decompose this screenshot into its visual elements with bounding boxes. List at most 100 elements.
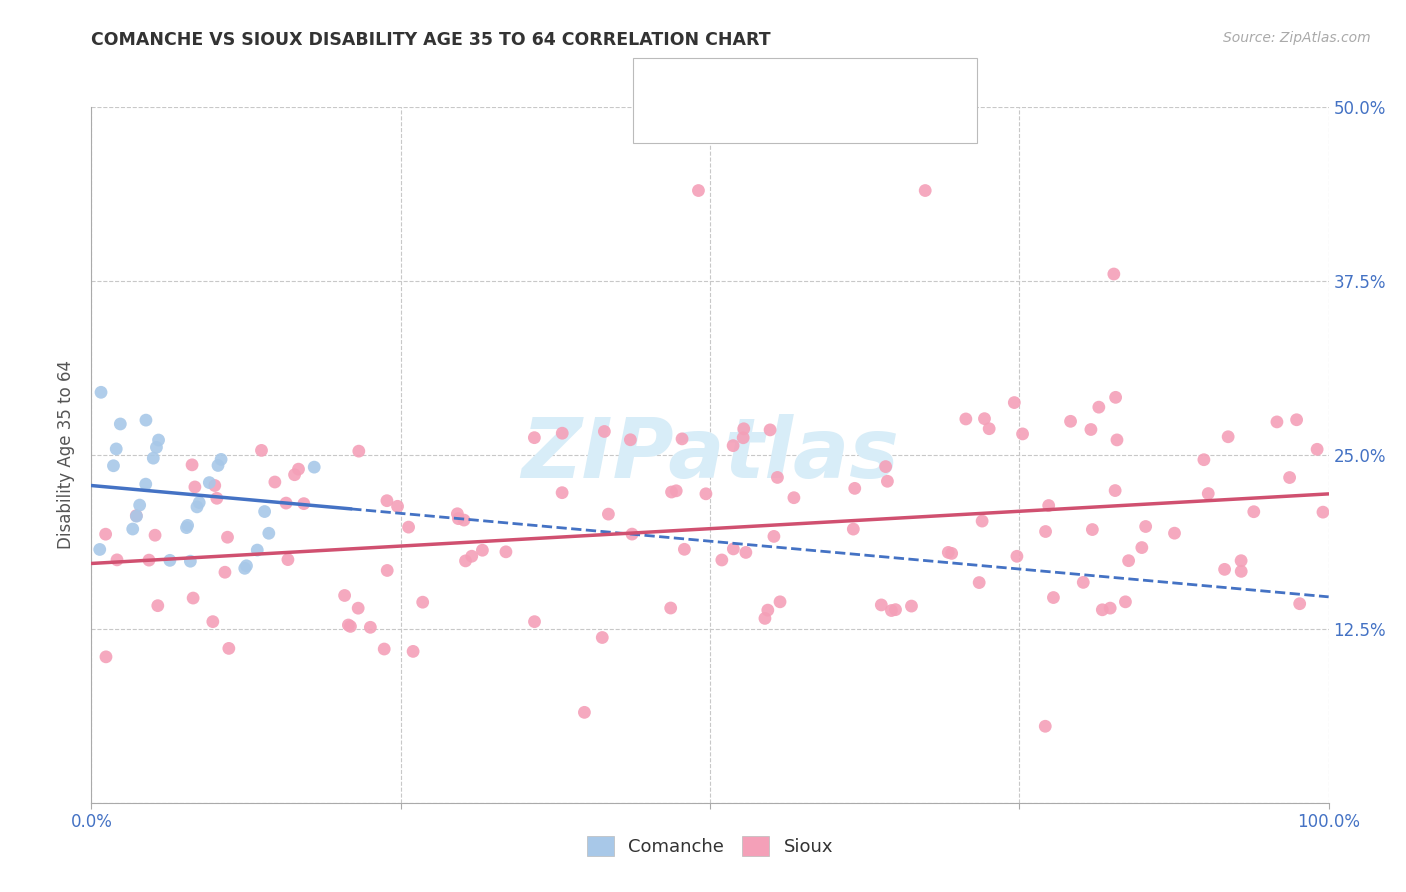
Point	[207, 458, 229, 473]
Point	[201, 615, 224, 629]
Point	[876, 475, 898, 489]
Point	[721, 439, 744, 453]
Point	[347, 444, 370, 458]
Point	[551, 485, 574, 500]
Point	[1081, 523, 1104, 537]
Point	[1104, 390, 1126, 404]
Text: 28: 28	[872, 78, 896, 97]
Point	[105, 442, 128, 456]
Point	[125, 509, 148, 524]
Point	[1091, 603, 1114, 617]
Point	[146, 599, 169, 613]
Text: 0.182: 0.182	[745, 109, 804, 128]
Point	[347, 601, 370, 615]
Point	[110, 417, 132, 431]
Point	[979, 422, 1001, 436]
Point	[179, 554, 201, 568]
Point	[176, 520, 198, 534]
Point	[665, 483, 688, 498]
Point	[184, 480, 207, 494]
Point	[723, 541, 745, 556]
Point	[574, 706, 596, 720]
Text: 125: 125	[872, 109, 907, 128]
Point	[844, 481, 866, 495]
Point	[591, 631, 613, 645]
Point	[373, 642, 395, 657]
Text: COMANCHE VS SIOUX DISABILITY AGE 35 TO 64 CORRELATION CHART: COMANCHE VS SIOUX DISABILITY AGE 35 TO 6…	[91, 31, 770, 49]
Point	[1104, 483, 1126, 498]
Point	[1080, 423, 1102, 437]
Point	[766, 470, 789, 484]
Point	[412, 595, 434, 609]
Point	[105, 553, 128, 567]
Point	[1306, 442, 1329, 457]
Point	[1197, 486, 1219, 500]
Text: -0.121: -0.121	[745, 78, 815, 97]
Point	[94, 649, 117, 664]
Point	[135, 413, 157, 427]
Point	[176, 518, 198, 533]
Text: N =: N =	[834, 78, 869, 97]
Point	[1042, 591, 1064, 605]
Point	[214, 566, 236, 580]
Point	[495, 545, 517, 559]
Point	[263, 475, 285, 489]
Point	[842, 522, 865, 536]
Point	[333, 589, 356, 603]
Point	[209, 452, 232, 467]
Point	[218, 641, 240, 656]
Point	[695, 487, 717, 501]
Point	[1243, 505, 1265, 519]
Point	[884, 602, 907, 616]
Point	[870, 598, 893, 612]
Point	[375, 564, 398, 578]
Point	[148, 433, 170, 447]
Point	[454, 554, 477, 568]
Point	[1059, 414, 1081, 428]
Point	[287, 462, 309, 476]
Point	[936, 545, 959, 559]
Point	[471, 543, 494, 558]
Point	[661, 485, 683, 500]
Point	[1230, 565, 1253, 579]
Point	[375, 493, 398, 508]
Point	[1105, 433, 1128, 447]
Point	[941, 546, 963, 560]
Y-axis label: Disability Age 35 to 64: Disability Age 35 to 64	[58, 360, 76, 549]
Point	[673, 542, 696, 557]
Point	[188, 495, 211, 509]
Point	[900, 599, 922, 613]
Point	[759, 423, 782, 437]
Point	[1265, 415, 1288, 429]
Point	[89, 542, 111, 557]
Point	[253, 504, 276, 518]
Point	[387, 500, 409, 514]
Point	[551, 426, 574, 441]
Point	[875, 459, 897, 474]
Point	[121, 522, 143, 536]
Point	[621, 527, 644, 541]
Point	[523, 431, 546, 445]
Point	[145, 440, 167, 454]
Text: N =: N =	[834, 109, 869, 128]
Point	[769, 595, 792, 609]
Point	[135, 477, 157, 491]
Point	[90, 385, 112, 400]
Point	[402, 644, 425, 658]
Point	[1033, 719, 1056, 733]
Point	[688, 184, 710, 198]
Point	[619, 433, 641, 447]
Point	[142, 451, 165, 466]
Point	[1230, 554, 1253, 568]
Point	[1288, 597, 1310, 611]
Point	[233, 561, 256, 575]
Point	[671, 432, 693, 446]
Point	[138, 553, 160, 567]
Point	[257, 526, 280, 541]
Point	[359, 620, 381, 634]
Point	[1312, 505, 1334, 519]
Point	[94, 527, 117, 541]
Point	[1011, 426, 1033, 441]
Point	[302, 460, 325, 475]
Point	[754, 611, 776, 625]
